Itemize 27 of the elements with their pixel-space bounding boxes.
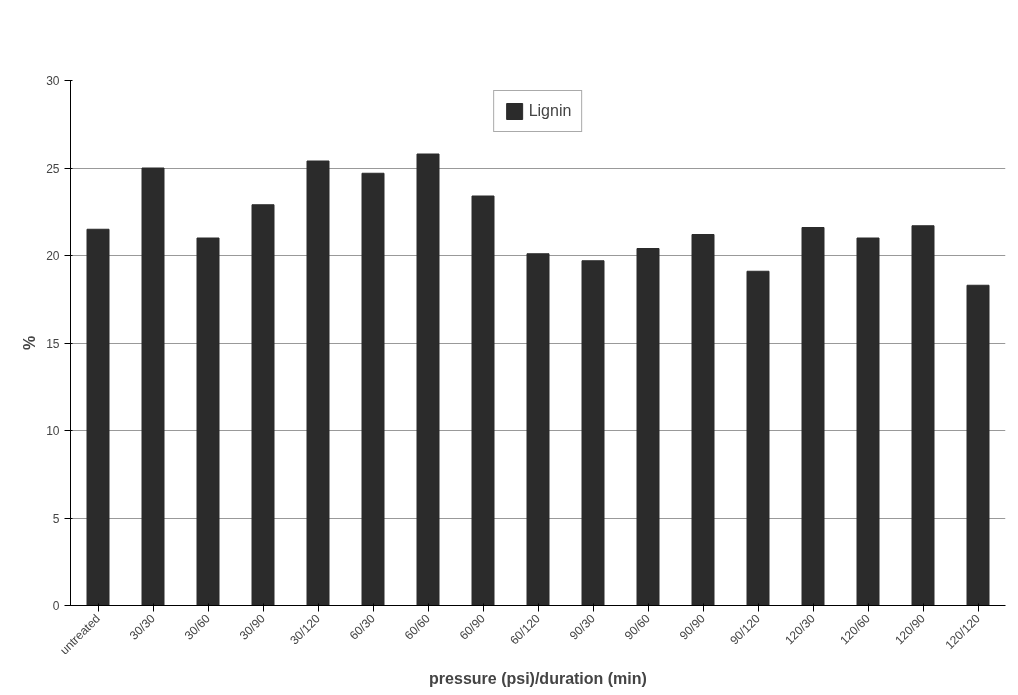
bar [361, 172, 385, 606]
y-tick-label: 15 [46, 336, 60, 351]
bar [636, 248, 660, 606]
bar [581, 260, 605, 606]
y-tick-label: 5 [52, 511, 60, 526]
bar [471, 195, 495, 606]
x-axis-title: pressure (psi)/duration (min) [429, 670, 647, 688]
bar [801, 227, 825, 606]
bar [911, 225, 935, 606]
bar [251, 204, 275, 606]
bar [746, 270, 770, 606]
bar [856, 237, 880, 606]
bar [141, 167, 165, 606]
y-tick-label: 25 [46, 161, 60, 176]
y-tick-label: 30 [46, 74, 60, 88]
bar [86, 228, 110, 606]
y-tick-label: 20 [46, 249, 60, 263]
bar [526, 253, 550, 606]
bar [196, 237, 220, 606]
bar [966, 284, 990, 606]
y-axis-title: % [21, 335, 39, 351]
y-tick-label: 10 [46, 424, 60, 438]
bar [306, 160, 330, 606]
bar [691, 234, 715, 606]
legend-label: Lignin [528, 102, 572, 120]
bar [416, 153, 440, 606]
y-tick-label: 0 [52, 599, 60, 613]
